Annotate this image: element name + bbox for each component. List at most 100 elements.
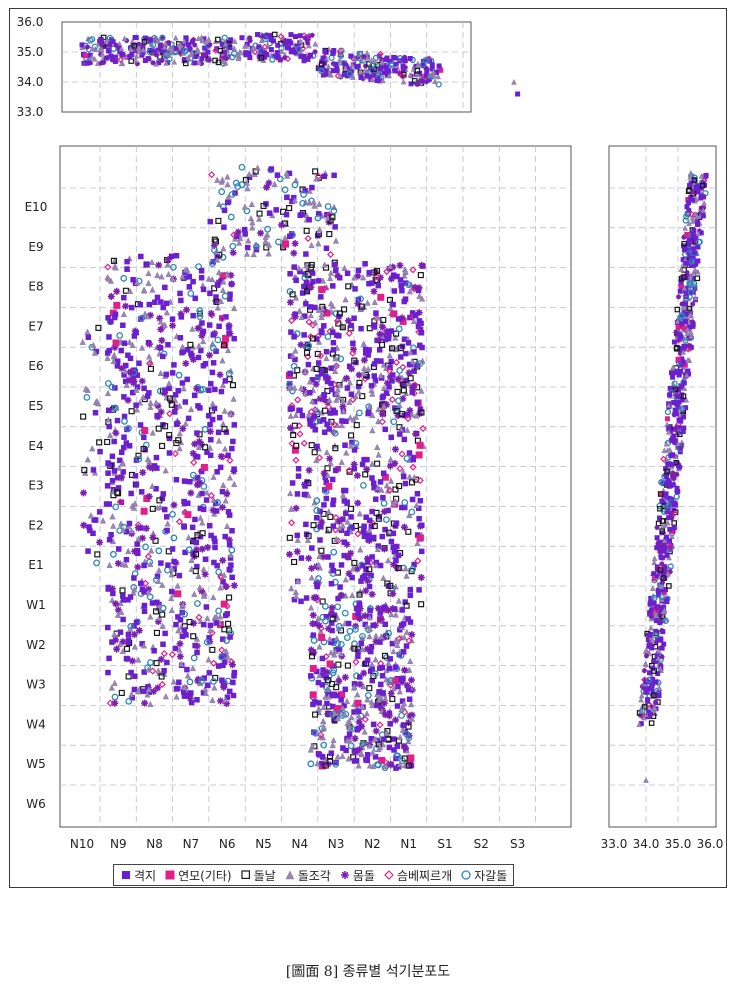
momdol-point [206, 351, 214, 359]
momdol-point [154, 684, 162, 692]
gyeokji-point [164, 659, 170, 666]
jagaldol-point [288, 387, 296, 395]
seumbe-point [352, 658, 360, 666]
momdol-point [363, 645, 371, 653]
dolnal-point [351, 357, 358, 364]
momdol-point [662, 543, 668, 549]
doljogak-point [179, 601, 186, 608]
gyeokji-point [330, 329, 336, 336]
gyeokji-point [165, 59, 171, 65]
doljogak-point [249, 224, 256, 231]
jagaldol-point [275, 238, 282, 246]
doljogak-point [156, 602, 163, 609]
gyeokji-point [194, 563, 200, 570]
doljogak-point [343, 449, 350, 456]
doljogak-point [347, 414, 354, 421]
jagaldol-point [386, 677, 394, 685]
dolnal-point [308, 442, 315, 449]
gyeokji-point [121, 340, 128, 346]
doljogak-point [221, 407, 228, 414]
gyeokji-point [246, 174, 253, 181]
doljogak-point [123, 381, 130, 388]
dolnal-point [411, 77, 418, 84]
gyeokji-point [424, 68, 430, 74]
gyeokji-point [664, 470, 670, 476]
gyeokji-point [97, 448, 103, 455]
doljogak-point [145, 589, 152, 596]
doljogak-point [330, 736, 337, 744]
gyeokji-point [105, 470, 111, 476]
gyeokji-point [123, 440, 130, 446]
gyeokji-point [128, 669, 134, 676]
gyeokji-point [207, 452, 214, 459]
gyeokji-point [151, 648, 157, 654]
dolnal-point [380, 316, 387, 324]
jagaldol-point [218, 653, 226, 661]
momdol-point [209, 506, 217, 514]
gyeokji-point [333, 647, 339, 653]
dolnal-point [119, 587, 126, 594]
gyeokji-point [230, 679, 236, 686]
jagaldol-point [199, 385, 207, 393]
doljogak-point [311, 202, 318, 209]
gyeokji-point [345, 620, 352, 627]
doljogak-point [227, 410, 234, 417]
gyeokji-point [654, 607, 660, 613]
momdol-point [312, 594, 320, 602]
gyeokji-point [230, 692, 237, 699]
momdol-point [387, 689, 395, 697]
momdol-point [415, 284, 423, 292]
momdol-point [130, 630, 138, 638]
momdol-point [190, 619, 198, 627]
doljogak-point [271, 180, 278, 187]
doljogak-point [209, 400, 216, 407]
doljogak-point [357, 546, 364, 553]
jagaldol-point [170, 534, 178, 542]
doljogak-point [185, 534, 192, 541]
gyeokji-point [166, 435, 173, 442]
dolnal-point [318, 61, 325, 67]
gyeokji-point [691, 228, 697, 234]
gyeokji-point [211, 405, 218, 412]
gyeokji-point [401, 436, 408, 443]
doljogak-point [338, 421, 345, 429]
side-x-tick-label: 36.0 [697, 837, 724, 851]
momdol-point [667, 569, 673, 575]
doljogak-point [383, 729, 390, 736]
dolnal-point [650, 692, 657, 699]
momdol-point [335, 517, 343, 525]
gyeokji-point [197, 405, 203, 411]
seumbe-point [116, 498, 124, 506]
doljogak-point [394, 637, 401, 645]
doljogak-point [378, 633, 385, 640]
jagaldol-point [229, 242, 237, 250]
gyeokji-point [120, 51, 126, 57]
momdol-point [339, 403, 347, 411]
doljogak-point [341, 264, 348, 271]
jagaldol-point [334, 603, 342, 611]
legend: 격지 연모(기타) 돌날 돌조각 몸돌 슴베찌르개 자갈돌 [113, 864, 515, 886]
gyeokji-point [131, 686, 138, 693]
doljogak-point [111, 679, 118, 686]
momdol-point [305, 466, 313, 474]
momdol-point [300, 386, 308, 394]
doljogak-point [385, 659, 392, 666]
gyeokji-point [210, 259, 217, 265]
doljogak-point [660, 522, 666, 529]
jagaldol-point [380, 499, 388, 507]
gyeokji-point [329, 386, 335, 393]
jagaldol-point [318, 67, 325, 75]
gyeokji-point [395, 316, 402, 322]
doljogak-point [375, 406, 382, 413]
doljogak-point [291, 384, 298, 391]
dolnal-point [215, 36, 221, 43]
gyeokji-point [676, 372, 682, 378]
gyeokji-point [309, 184, 315, 191]
main-plan-panel: N10 N9 N8 N7 N6 N5 N4 N3 N2 N1 S1 S2 S3 E10E9E8E7E6E… [25, 145, 572, 851]
seumbe-point [392, 358, 401, 367]
gyeokji-point [111, 438, 117, 445]
gyeokji-point [310, 701, 316, 708]
gyeokji-point [177, 617, 184, 623]
doljogak-point [210, 593, 217, 601]
gyeokji-point [403, 643, 410, 649]
